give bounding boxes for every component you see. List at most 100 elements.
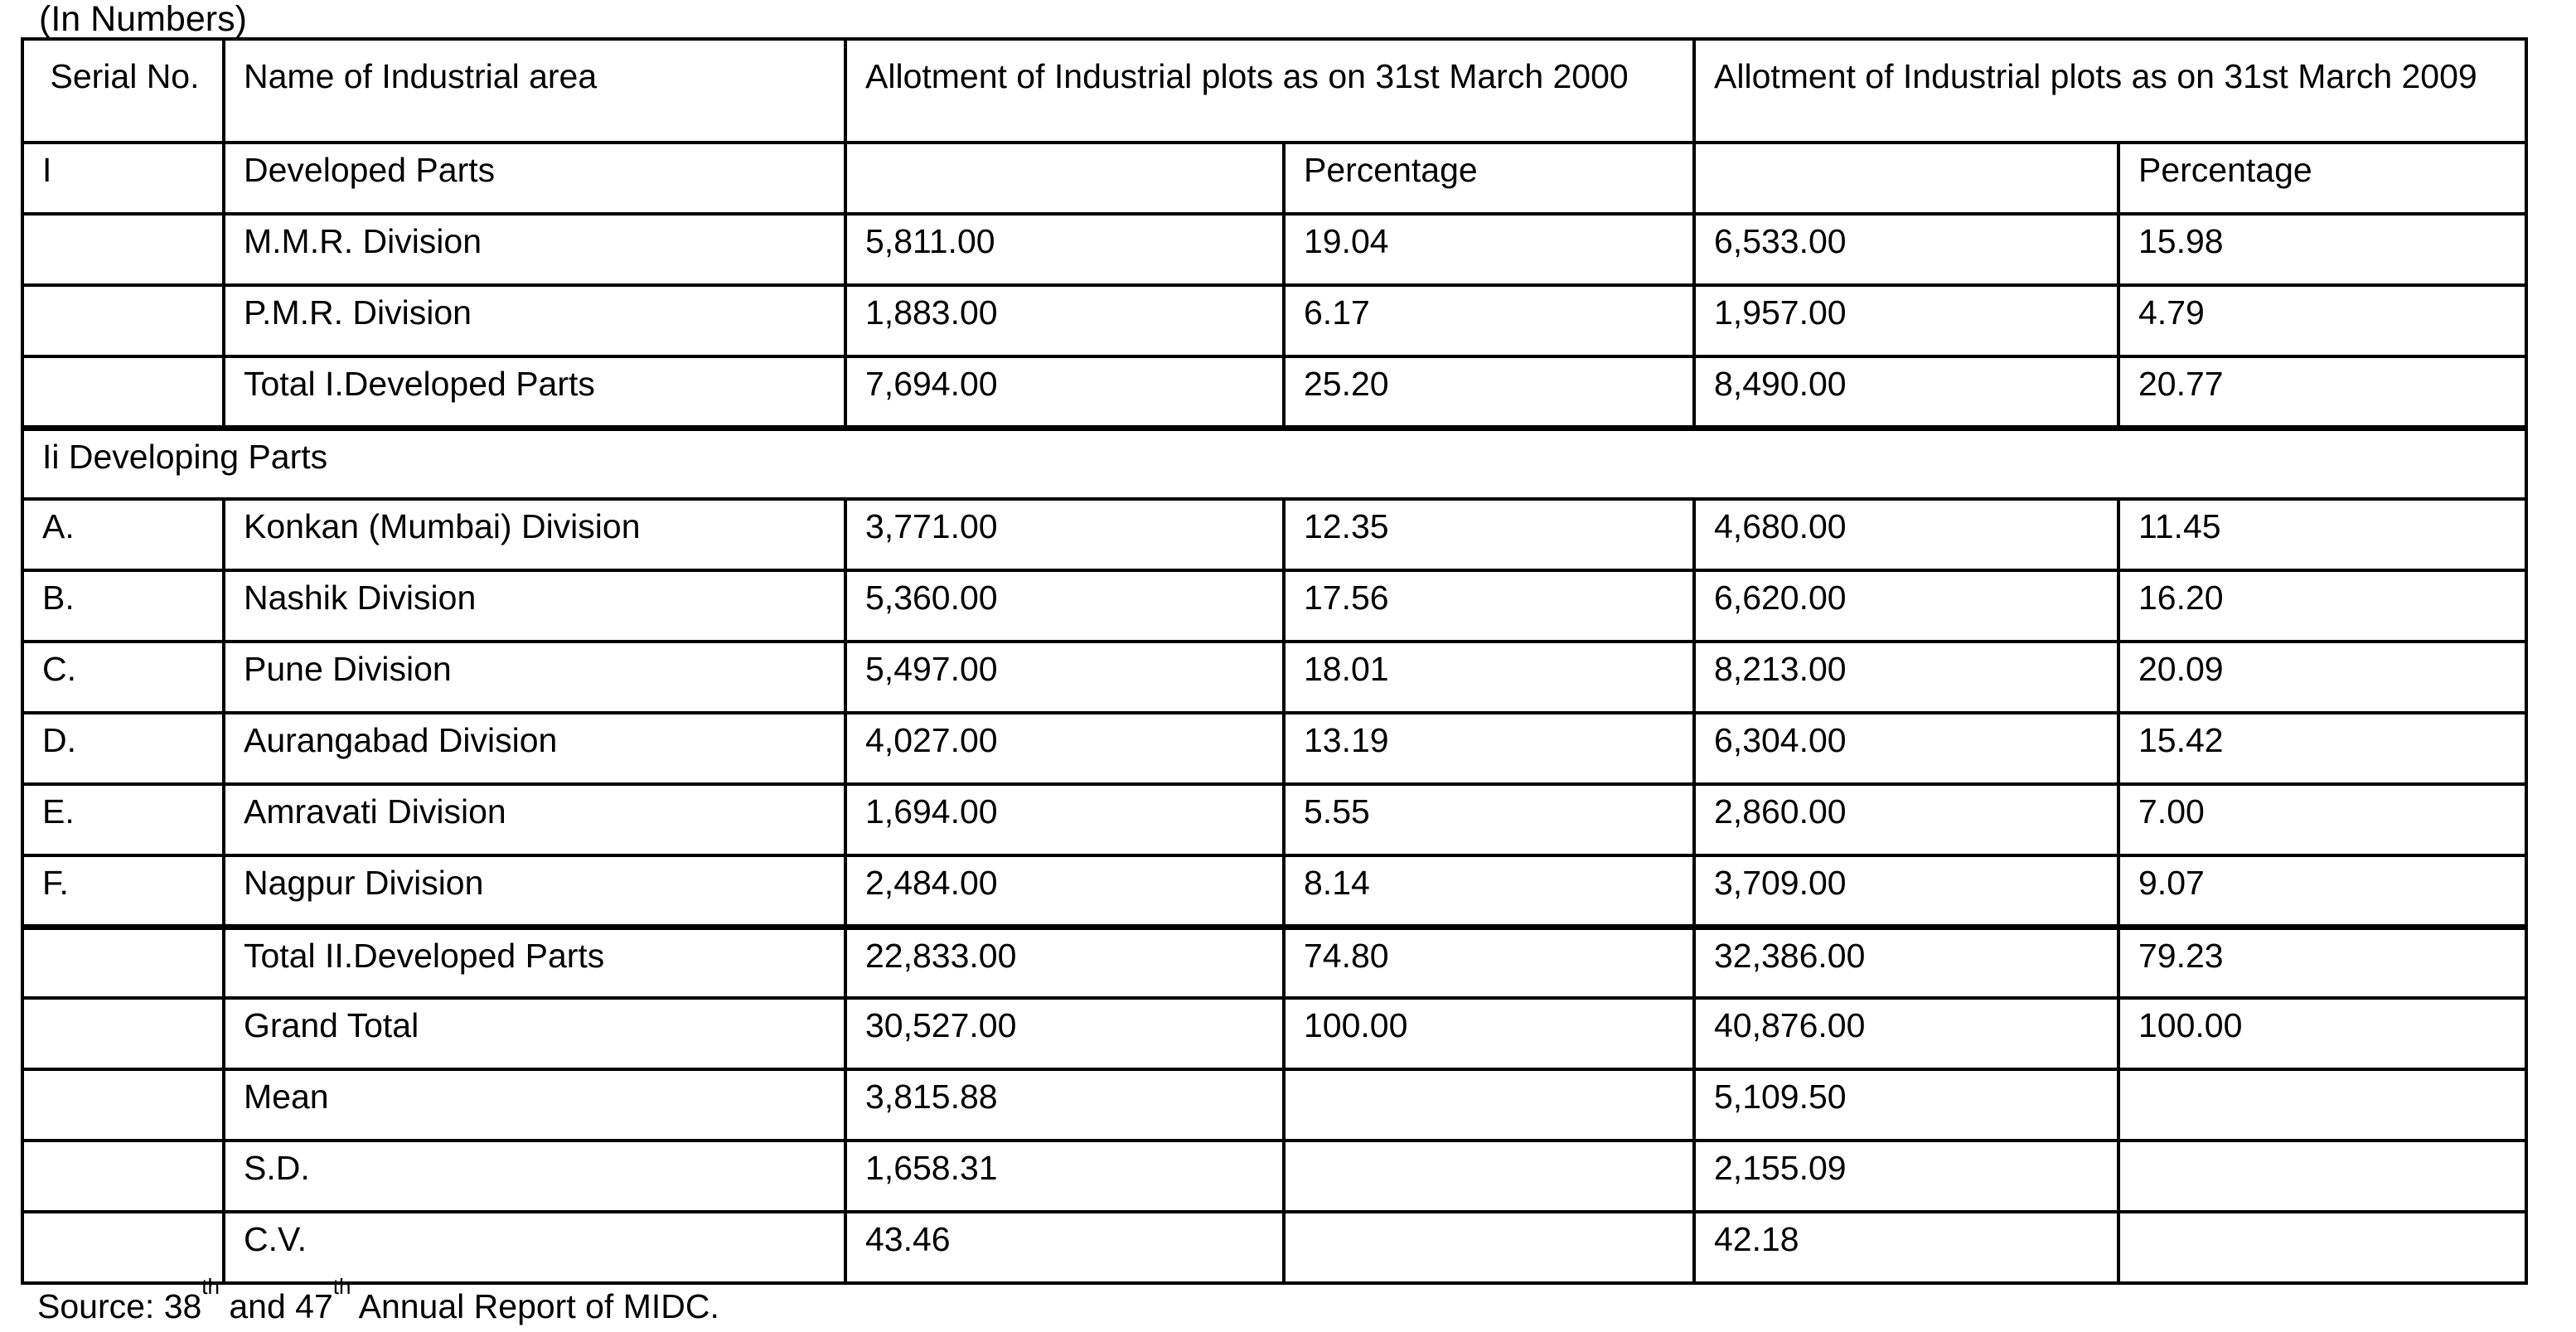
table-row: M.M.R. Division 5,811.00 19.04 6,533.00 15.9… <box>21 212 2528 287</box>
cell-percentage-2000: 13.19 <box>1282 711 1696 786</box>
header-allotment-2009: Allotment of Industrial plots as on 31st… <box>1692 37 2528 144</box>
cell-industrial-area-name: Nagpur Division <box>222 854 847 930</box>
cell-percentage-2000: 8.14 <box>1282 854 1696 930</box>
cell-serial <box>21 1210 225 1285</box>
cell-allotment-2000: 43.46 <box>844 1210 1286 1285</box>
cell-serial: A. <box>21 497 225 572</box>
cell-allotment-2009: 40,876.00 <box>1692 996 2120 1071</box>
cell-allotment-2009: 5,109.50 <box>1692 1068 2120 1142</box>
cell-industrial-area-name: C.V. <box>222 1210 847 1285</box>
cell-serial: B. <box>21 569 225 643</box>
cell-allotment-2000: 7,694.00 <box>844 355 1286 431</box>
cell-industrial-area-name: S.D. <box>222 1139 847 1213</box>
table-row: Total I.Developed Parts 7,694.00 25.20 8,49… <box>21 355 2528 431</box>
cell-serial <box>21 925 225 1000</box>
source-text-suffix: Annual Report of MIDC. <box>351 1287 719 1325</box>
cell-serial <box>21 1139 225 1213</box>
cell-allotment-2000: 1,883.00 <box>844 283 1286 358</box>
source-text-prefix: Source: 38 <box>37 1287 202 1325</box>
units-label: (In Numbers) <box>39 0 247 39</box>
cell-allotment-2000: 22,833.00 <box>844 925 1286 1000</box>
cell-allotment-2009: 3,709.00 <box>1692 854 2120 930</box>
table-row: C.V. 43.46 42.18 <box>21 1210 2528 1285</box>
cell-allotment-2009: 8,213.00 <box>1692 640 2120 714</box>
cell-serial <box>21 283 225 358</box>
cell-percentage-2000: Percentage <box>1282 141 1696 216</box>
cell-serial <box>21 1068 225 1142</box>
cell-allotment-2009: 8,490.00 <box>1692 355 2120 431</box>
source-text-mid: and 47 <box>219 1287 333 1325</box>
cell-percentage-2000: 100.00 <box>1282 996 1696 1071</box>
cell-allotment-2000: 3,771.00 <box>844 497 1286 572</box>
cell-percentage-2009 <box>2117 1139 2528 1213</box>
table-row: A. Konkan (Mumbai) Division 3,771.00 12.35 4… <box>21 497 2528 572</box>
cell-percentage-2000: 18.01 <box>1282 640 1696 714</box>
cell-industrial-area-name: Konkan (Mumbai) Division <box>222 497 847 572</box>
cell-allotment-2000: 2,484.00 <box>844 854 1286 930</box>
cell-percentage-2000: 17.56 <box>1282 569 1696 643</box>
cell-percentage-2000: 12.35 <box>1282 497 1696 572</box>
cell-industrial-area-name: Total I.Developed Parts <box>222 355 847 431</box>
cell-percentage-2009 <box>2117 1210 2528 1285</box>
cell-industrial-area-name: Nashik Division <box>222 569 847 643</box>
cell-percentage-2009: 11.45 <box>2117 497 2528 572</box>
cell-allotment-2000: 1,694.00 <box>844 782 1286 857</box>
header-industrial-area-name: Name of Industrial area <box>222 37 847 144</box>
cell-percentage-2000: 74.80 <box>1282 925 1696 1000</box>
cell-allotment-2009: 1,957.00 <box>1692 283 2120 358</box>
cell-serial: I <box>21 141 225 216</box>
table-row: F. Nagpur Division 2,484.00 8.14 3,709.00 9.0… <box>21 854 2528 930</box>
cell-serial <box>21 355 225 431</box>
cell-allotment-2009: 6,304.00 <box>1692 711 2120 786</box>
section-row-label: Ii Developing Parts <box>21 426 2528 501</box>
cell-industrial-area-name: Total II.Developed Parts <box>222 925 847 1000</box>
header-allotment-2000: Allotment of Industrial plots as on 31st… <box>844 37 1696 144</box>
cell-serial <box>21 212 225 287</box>
cell-percentage-2000 <box>1282 1139 1696 1213</box>
table-row: P.M.R. Division 1,883.00 6.17 1,957.00 4.79 <box>21 283 2528 358</box>
cell-serial: D. <box>21 711 225 786</box>
cell-allotment-2009: 2,860.00 <box>1692 782 2120 857</box>
cell-percentage-2000: 25.20 <box>1282 355 1696 431</box>
cell-industrial-area-name: Developed Parts <box>222 141 847 216</box>
header-serial-no: Serial No. <box>21 37 225 144</box>
cell-percentage-2000 <box>1282 1068 1696 1142</box>
table-header-row: Serial No. Name of Industrial area Allot… <box>21 37 2528 144</box>
cell-allotment-2000: 3,815.88 <box>844 1068 1286 1142</box>
allotment-table: Serial No. Name of Industrial area Allot… <box>21 37 2528 1285</box>
cell-percentage-2009: 79.23 <box>2117 925 2528 1000</box>
cell-percentage-2009: 16.20 <box>2117 569 2528 643</box>
source-note: Source: 38th and 47th Annual Report of M… <box>37 1276 2576 1325</box>
table-row: Mean 3,815.88 5,109.50 <box>21 1068 2528 1142</box>
cell-allotment-2009: 4,680.00 <box>1692 497 2120 572</box>
cell-serial: C. <box>21 640 225 714</box>
cell-allotment-2009: 6,620.00 <box>1692 569 2120 643</box>
cell-percentage-2009: 20.09 <box>2117 640 2528 714</box>
cell-percentage-2009: 15.42 <box>2117 711 2528 786</box>
cell-allotment-2009 <box>1692 141 2120 216</box>
cell-allotment-2000 <box>844 141 1286 216</box>
cell-serial <box>21 996 225 1071</box>
cell-serial: F. <box>21 854 225 930</box>
table-row: S.D. 1,658.31 2,155.09 <box>21 1139 2528 1213</box>
cell-allotment-2009: 32,386.00 <box>1692 925 2120 1000</box>
cell-percentage-2000: 19.04 <box>1282 212 1696 287</box>
cell-industrial-area-name: P.M.R. Division <box>222 283 847 358</box>
cell-percentage-2009: 4.79 <box>2117 283 2528 358</box>
table-row: E. Amravati Division 1,694.00 5.55 2,860.00 7… <box>21 782 2528 857</box>
cell-allotment-2009: 42.18 <box>1692 1210 2120 1285</box>
cell-allotment-2000: 5,497.00 <box>844 640 1286 714</box>
section-row: Ii Developing Parts <box>21 426 2528 501</box>
table-row: B. Nashik Division 5,360.00 17.56 6,620.00 16… <box>21 569 2528 643</box>
cell-allotment-2009: 6,533.00 <box>1692 212 2120 287</box>
cell-allotment-2000: 4,027.00 <box>844 711 1286 786</box>
cell-percentage-2009: 20.77 <box>2117 355 2528 431</box>
table-row: Total II.Developed Parts 22,833.00 74.80 32… <box>21 925 2528 1000</box>
cell-percentage-2009: Percentage <box>2117 141 2528 216</box>
cell-percentage-2009: 9.07 <box>2117 854 2528 930</box>
table-row: D. Aurangabad Division 4,027.00 13.19 6,304.… <box>21 711 2528 786</box>
cell-allotment-2000: 5,360.00 <box>844 569 1286 643</box>
cell-industrial-area-name: Amravati Division <box>222 782 847 857</box>
cell-percentage-2000 <box>1282 1210 1696 1285</box>
cell-percentage-2009: 15.98 <box>2117 212 2528 287</box>
